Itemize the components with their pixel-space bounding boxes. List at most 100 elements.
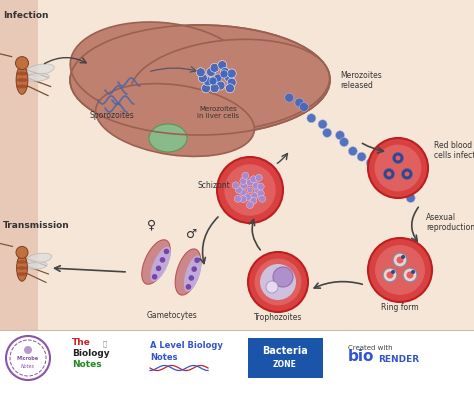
Circle shape [254, 187, 261, 193]
Circle shape [6, 336, 50, 380]
Circle shape [218, 60, 227, 70]
Text: ZONE: ZONE [273, 360, 297, 369]
Ellipse shape [17, 255, 27, 281]
Ellipse shape [26, 253, 52, 263]
Circle shape [232, 182, 239, 189]
Circle shape [398, 186, 407, 195]
Circle shape [386, 271, 393, 279]
Circle shape [300, 102, 309, 111]
Circle shape [160, 257, 165, 263]
Ellipse shape [16, 78, 28, 82]
Circle shape [16, 57, 28, 70]
Text: The: The [72, 338, 91, 347]
Circle shape [194, 258, 200, 263]
Circle shape [216, 81, 225, 90]
Ellipse shape [96, 84, 255, 156]
Text: Transmission: Transmission [3, 221, 70, 230]
Text: ♂: ♂ [186, 228, 198, 241]
Circle shape [396, 256, 403, 263]
Ellipse shape [150, 247, 171, 282]
Circle shape [250, 176, 257, 183]
Circle shape [214, 74, 222, 82]
Text: Sporozoites: Sporozoites [90, 111, 134, 120]
Circle shape [227, 69, 236, 78]
Circle shape [368, 238, 432, 302]
Ellipse shape [142, 240, 170, 284]
Circle shape [259, 195, 265, 202]
Text: Infection: Infection [3, 11, 48, 20]
Circle shape [285, 93, 294, 102]
Circle shape [395, 156, 401, 160]
Circle shape [152, 274, 157, 280]
Circle shape [386, 172, 392, 176]
Circle shape [201, 84, 210, 93]
Bar [0, 0, 38, 330]
Circle shape [366, 158, 375, 167]
Circle shape [186, 284, 191, 290]
Circle shape [257, 183, 264, 190]
Circle shape [189, 275, 194, 281]
Circle shape [191, 266, 197, 272]
Circle shape [406, 193, 415, 203]
Circle shape [339, 138, 348, 146]
Circle shape [401, 255, 405, 259]
Bar [248, 338, 323, 378]
Circle shape [246, 179, 254, 186]
Text: RENDER: RENDER [378, 355, 419, 364]
Circle shape [323, 128, 332, 137]
Circle shape [250, 197, 257, 204]
Text: Merozoites
in liver cells: Merozoites in liver cells [197, 106, 239, 119]
Circle shape [348, 146, 357, 156]
Circle shape [368, 138, 428, 198]
Circle shape [381, 176, 390, 185]
Ellipse shape [26, 73, 49, 82]
Ellipse shape [17, 260, 27, 264]
Circle shape [196, 68, 205, 77]
Circle shape [244, 194, 251, 201]
Circle shape [203, 77, 212, 86]
Circle shape [226, 84, 235, 93]
Circle shape [240, 178, 247, 184]
Text: Created with: Created with [348, 345, 392, 351]
Circle shape [393, 253, 407, 267]
Circle shape [255, 174, 262, 181]
Circle shape [246, 201, 254, 209]
Ellipse shape [16, 66, 28, 94]
Bar [0, 330, 474, 398]
Ellipse shape [130, 39, 330, 131]
Circle shape [392, 152, 403, 164]
Circle shape [307, 114, 316, 123]
Circle shape [24, 346, 32, 354]
Circle shape [383, 168, 394, 179]
Text: Microbe: Microbe [17, 357, 39, 361]
Ellipse shape [70, 22, 250, 118]
Circle shape [240, 182, 247, 189]
Circle shape [198, 74, 207, 82]
Circle shape [411, 270, 415, 274]
Ellipse shape [175, 249, 201, 295]
Circle shape [239, 189, 246, 196]
Circle shape [240, 195, 247, 203]
Circle shape [266, 281, 278, 293]
Ellipse shape [184, 256, 201, 292]
Circle shape [209, 77, 217, 85]
Circle shape [242, 172, 249, 179]
Circle shape [357, 152, 366, 161]
Circle shape [16, 246, 28, 258]
Circle shape [257, 190, 264, 197]
Ellipse shape [149, 124, 187, 152]
Text: Gametocytes: Gametocytes [146, 311, 197, 320]
Circle shape [273, 267, 293, 287]
Circle shape [401, 168, 412, 179]
Text: Merozoites
released: Merozoites released [340, 70, 382, 90]
Ellipse shape [16, 72, 28, 76]
Circle shape [210, 84, 219, 93]
Circle shape [372, 167, 381, 176]
Text: Ring form: Ring form [381, 303, 419, 312]
Text: Red blood
cells infected: Red blood cells infected [434, 140, 474, 160]
Circle shape [217, 157, 283, 223]
Text: Bacteria: Bacteria [262, 346, 308, 356]
Text: ♀: ♀ [147, 218, 156, 231]
Text: Biology: Biology [72, 349, 109, 358]
Text: Trophozoites: Trophozoites [254, 313, 302, 322]
